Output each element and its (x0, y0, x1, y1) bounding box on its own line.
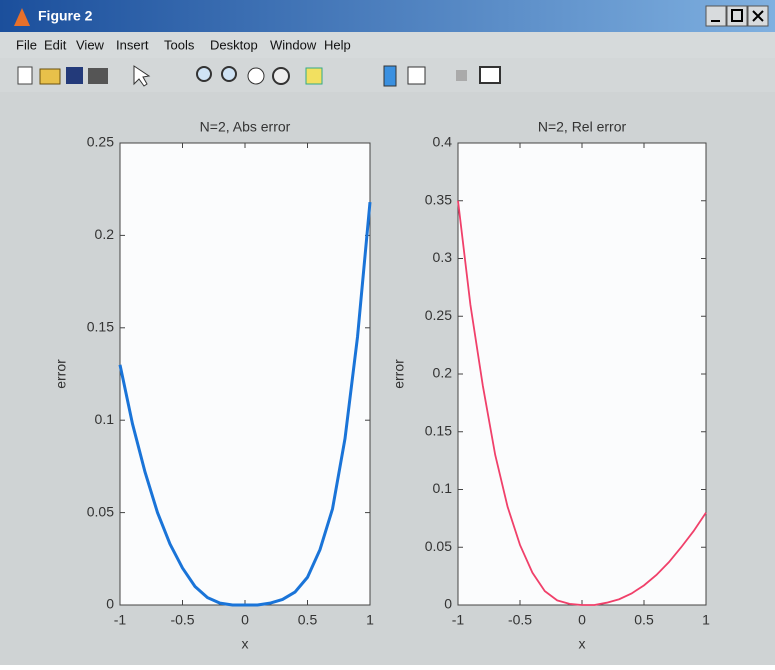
menus: File Edit View Insert Tools Desktop Window Help (16, 37, 351, 52)
y-tick-label: 0.25 (87, 134, 114, 150)
y-tick-label: 0.05 (87, 503, 114, 519)
y-axis-label: error (53, 359, 69, 389)
x-tick-label: -0.5 (170, 612, 194, 628)
menu-item[interactable]: Insert (116, 37, 149, 52)
menu-item[interactable]: Help (324, 37, 351, 52)
y-tick-label: 0.35 (425, 191, 452, 207)
menu-item[interactable]: Desktop (210, 37, 258, 52)
legend-icon[interactable] (408, 67, 425, 84)
x-axis-label: x (579, 636, 586, 652)
menu-item[interactable]: View (76, 37, 105, 52)
y-tick-label: 0.1 (95, 411, 115, 427)
x-tick-label: 0.5 (298, 612, 318, 628)
plot-area (120, 143, 370, 605)
minimize-button[interactable] (706, 6, 726, 26)
zoom-in-icon[interactable] (197, 67, 211, 81)
print-icon[interactable] (88, 68, 108, 84)
menu-item[interactable]: Tools (164, 37, 195, 52)
new-icon[interactable] (18, 67, 32, 84)
plot-area (458, 143, 706, 605)
y-tick-label: 0.15 (425, 422, 452, 438)
y-tick-label: 0 (444, 596, 452, 612)
y-tick-label: 0.1 (433, 480, 453, 496)
x-tick-label: -1 (452, 612, 465, 628)
y-tick-label: 0.4 (433, 134, 453, 150)
y-axis-label: error (391, 359, 407, 389)
zoom-out-icon[interactable] (222, 67, 236, 81)
y-tick-label: 0.2 (95, 226, 115, 242)
title-bar (0, 0, 775, 32)
x-tick-label: 1 (702, 612, 710, 628)
window-title: Figure 2 (38, 8, 93, 24)
figure-window: Figure 2 File Edit View Insert Tools Desktop W… (0, 0, 775, 665)
x-tick-label: 0.5 (634, 612, 654, 628)
datacursor-icon[interactable] (306, 68, 322, 84)
chart-title: N=2, Rel error (538, 119, 627, 135)
colorbar-icon[interactable] (384, 66, 396, 86)
save-icon[interactable] (66, 67, 83, 84)
x-tick-label: -1 (114, 612, 127, 628)
menu-item[interactable]: Window (270, 37, 317, 52)
y-tick-label: 0.05 (425, 538, 452, 554)
x-tick-label: 1 (366, 612, 374, 628)
x-axis-label: x (242, 636, 249, 652)
chart-title: N=2, Abs error (200, 119, 291, 135)
menu-item[interactable]: File (16, 37, 37, 52)
x-tick-label: 0 (578, 612, 586, 628)
y-tick-label: 0.25 (425, 307, 452, 323)
y-tick-label: 0 (106, 596, 114, 612)
y-tick-label: 0.15 (87, 319, 114, 335)
open-icon[interactable] (40, 69, 60, 84)
y-tick-label: 0.2 (433, 365, 453, 381)
x-tick-label: 0 (241, 612, 249, 628)
y-tick-label: 0.3 (433, 249, 453, 265)
window-controls (706, 6, 768, 26)
plottools-hide-icon[interactable] (456, 70, 467, 81)
pan-icon[interactable] (248, 68, 264, 84)
plottools-show-icon[interactable] (480, 67, 500, 83)
rotate-icon[interactable] (273, 68, 289, 84)
x-tick-label: -0.5 (508, 612, 532, 628)
menu-item[interactable]: Edit (44, 37, 67, 52)
